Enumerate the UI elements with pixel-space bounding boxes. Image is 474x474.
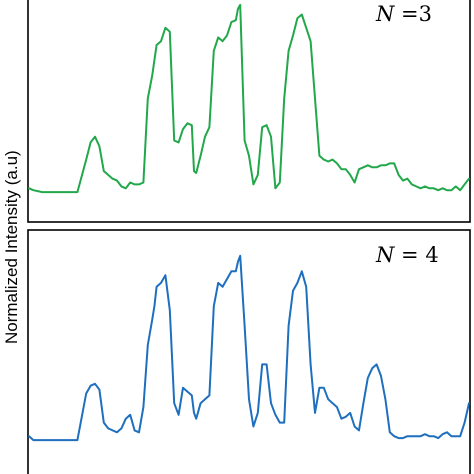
panel-bottom-label-value: = 4	[394, 243, 438, 267]
panel-bottom-label: N = 4	[375, 243, 439, 267]
panel-top: N =3	[27, 0, 471, 223]
panel-bottom-frame	[27, 229, 471, 474]
panel-top-frame	[27, 0, 471, 223]
panel-top-label: N =3	[375, 2, 432, 26]
panel-bottom-label-var: N	[375, 243, 395, 267]
panel-bottom-trace	[28, 254, 470, 442]
panel-top-label-var: N	[375, 2, 395, 26]
y-axis-label: Normalized Intensity (a.u)	[2, 150, 21, 344]
panel-bottom: N = 4	[27, 229, 471, 474]
panel-top-trace	[28, 3, 470, 194]
panel-top-label-value: =3	[394, 2, 432, 26]
